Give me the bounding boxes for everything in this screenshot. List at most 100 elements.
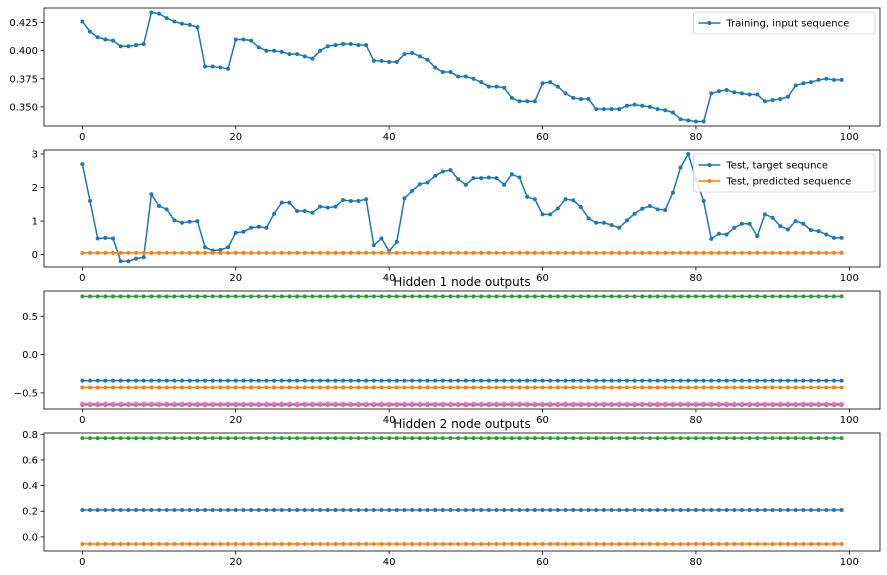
data-point: [310, 56, 315, 61]
data-point: [318, 294, 323, 299]
data-point: [103, 401, 108, 406]
x-tick-label: 40: [383, 273, 396, 284]
data-point: [801, 378, 806, 383]
data-point: [525, 507, 530, 512]
data-point: [670, 110, 675, 115]
x-tick-label: 100: [840, 557, 859, 568]
data-point: [440, 401, 445, 406]
data-point: [118, 250, 123, 255]
data-point: [433, 436, 438, 441]
legend-label: Test, target sequnce: [725, 161, 828, 172]
data-point: [716, 385, 721, 390]
data-point: [716, 436, 721, 441]
data-point: [724, 385, 729, 390]
data-point: [249, 378, 254, 383]
data-point: [226, 385, 231, 390]
data-point: [218, 294, 223, 299]
data-point: [670, 190, 675, 195]
data-point: [578, 385, 583, 390]
data-point: [716, 231, 721, 236]
data-point: [824, 401, 829, 406]
data-point: [241, 250, 246, 255]
data-point: [249, 250, 254, 255]
data-point: [770, 98, 775, 103]
data-point: [356, 436, 361, 441]
data-point: [256, 507, 261, 512]
data-point: [716, 378, 721, 383]
data-point: [502, 378, 507, 383]
data-point: [586, 436, 591, 441]
data-point: [486, 175, 491, 180]
data-point: [571, 95, 576, 100]
data-point: [540, 212, 545, 217]
data-point: [348, 541, 353, 546]
data-point: [532, 436, 537, 441]
data-point: [532, 99, 537, 104]
data-point: [640, 541, 645, 546]
data-point: [134, 294, 139, 299]
data-point: [157, 507, 162, 512]
y-tick-label: 0.0: [22, 532, 38, 543]
data-point: [732, 541, 737, 546]
data-point: [126, 378, 131, 383]
data-point: [256, 541, 261, 546]
data-point: [525, 385, 530, 390]
data-point: [509, 172, 514, 177]
data-point: [333, 204, 338, 209]
data-point: [195, 541, 200, 546]
data-point: [341, 436, 346, 441]
y-tick-label: 2: [32, 183, 38, 194]
data-point: [762, 436, 767, 441]
data-point: [157, 401, 162, 406]
data-point: [525, 194, 530, 199]
data-point: [732, 385, 737, 390]
data-point: [187, 294, 192, 299]
data-point: [287, 436, 292, 441]
data-point: [785, 541, 790, 546]
data-point: [456, 436, 461, 441]
data-point: [494, 401, 499, 406]
data-point: [402, 385, 407, 390]
data-point: [126, 507, 131, 512]
data-point: [241, 294, 246, 299]
data-point: [617, 507, 622, 512]
data-point: [134, 385, 139, 390]
data-point: [571, 436, 576, 441]
data-point: [187, 22, 192, 27]
data-point: [103, 37, 108, 42]
data-point: [134, 541, 139, 546]
data-point: [601, 541, 606, 546]
data-point: [655, 107, 660, 112]
data-point: [141, 541, 146, 546]
data-point: [417, 378, 422, 383]
data-point: [310, 436, 315, 441]
data-point: [195, 250, 200, 255]
data-point: [164, 436, 169, 441]
data-point: [348, 385, 353, 390]
data-point: [364, 378, 369, 383]
data-point: [555, 541, 560, 546]
data-point: [624, 401, 629, 406]
data-point: [226, 245, 231, 250]
data-point: [479, 385, 484, 390]
data-point: [663, 541, 668, 546]
data-point: [463, 401, 468, 406]
data-point: [716, 250, 721, 255]
data-point: [226, 378, 231, 383]
data-point: [448, 436, 453, 441]
data-point: [739, 294, 744, 299]
data-point: [88, 436, 93, 441]
data-point: [272, 385, 277, 390]
data-point: [663, 507, 668, 512]
data-point: [486, 84, 491, 89]
data-point: [632, 378, 637, 383]
data-point: [463, 541, 468, 546]
data-point: [716, 541, 721, 546]
data-point: [824, 507, 829, 512]
data-point: [594, 107, 599, 112]
data-point: [172, 507, 177, 512]
data-point: [226, 294, 231, 299]
data-point: [617, 107, 622, 112]
data-point: [586, 541, 591, 546]
data-point: [348, 294, 353, 299]
